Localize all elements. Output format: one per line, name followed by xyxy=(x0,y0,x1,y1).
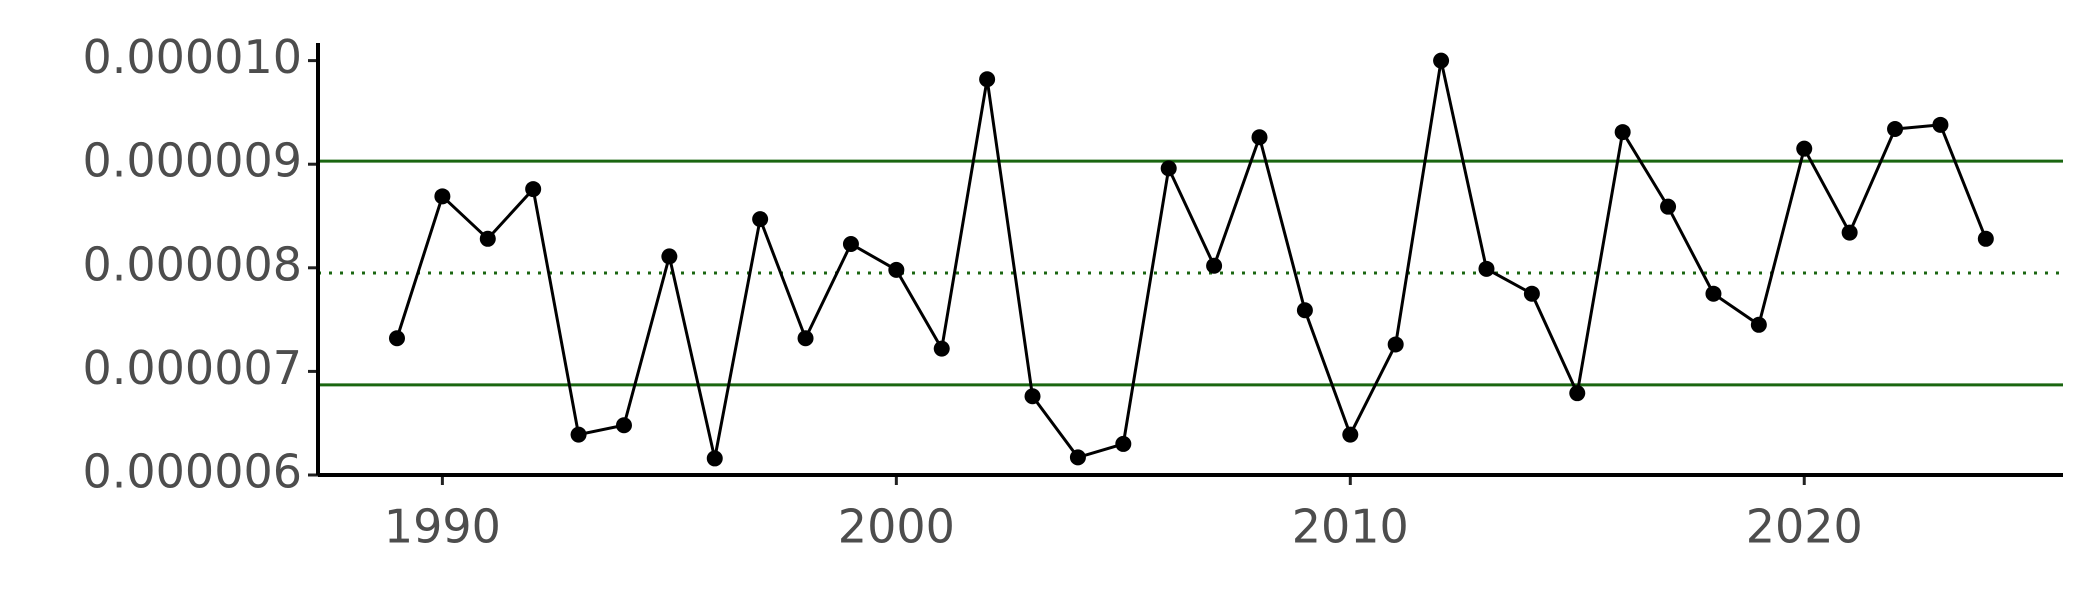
data-point xyxy=(1478,260,1495,277)
data-point xyxy=(1796,140,1813,157)
y-tick-label: 0.000009 xyxy=(83,134,303,188)
data-point xyxy=(1523,285,1540,302)
data-point xyxy=(706,450,723,467)
data-point xyxy=(1932,116,1949,133)
data-point xyxy=(388,330,405,347)
x-tick-label: 2010 xyxy=(1292,500,1409,554)
data-point xyxy=(615,417,632,434)
data-point xyxy=(1660,198,1677,215)
data-point xyxy=(661,248,678,265)
y-tick-label: 0.000006 xyxy=(83,445,303,499)
data-point xyxy=(1887,120,1904,137)
data-point xyxy=(1387,336,1404,353)
x-tick-label: 2020 xyxy=(1746,500,1863,554)
data-point xyxy=(888,261,905,278)
data-point xyxy=(1433,52,1450,69)
data-point xyxy=(842,235,859,252)
y-tick-label: 0.000008 xyxy=(83,237,303,291)
data-point xyxy=(1614,124,1631,141)
x-tick-label: 2000 xyxy=(838,500,955,554)
data-point xyxy=(979,71,996,88)
data-point xyxy=(797,330,814,347)
data-point xyxy=(1750,316,1767,333)
x-tick-label: 1990 xyxy=(384,500,501,554)
y-tick-label: 0.000007 xyxy=(83,341,303,395)
data-point xyxy=(1160,160,1177,177)
data-point xyxy=(1342,426,1359,443)
y-tick-label: 0.000010 xyxy=(83,30,303,84)
data-point xyxy=(479,230,496,247)
data-point xyxy=(933,340,950,357)
data-line xyxy=(395,60,1988,460)
data-point xyxy=(1841,224,1858,241)
data-point xyxy=(570,426,587,443)
data-point xyxy=(1251,129,1268,146)
data-point xyxy=(1977,230,1994,247)
data-point xyxy=(1024,388,1041,405)
data-point xyxy=(525,181,542,198)
data-point xyxy=(1069,449,1086,466)
data-point xyxy=(434,188,451,205)
data-point xyxy=(1296,302,1313,319)
data-point xyxy=(1206,257,1223,274)
data-point xyxy=(752,211,769,228)
data-point xyxy=(1115,435,1132,452)
data-point xyxy=(1705,285,1722,302)
data-point xyxy=(1569,385,1586,402)
